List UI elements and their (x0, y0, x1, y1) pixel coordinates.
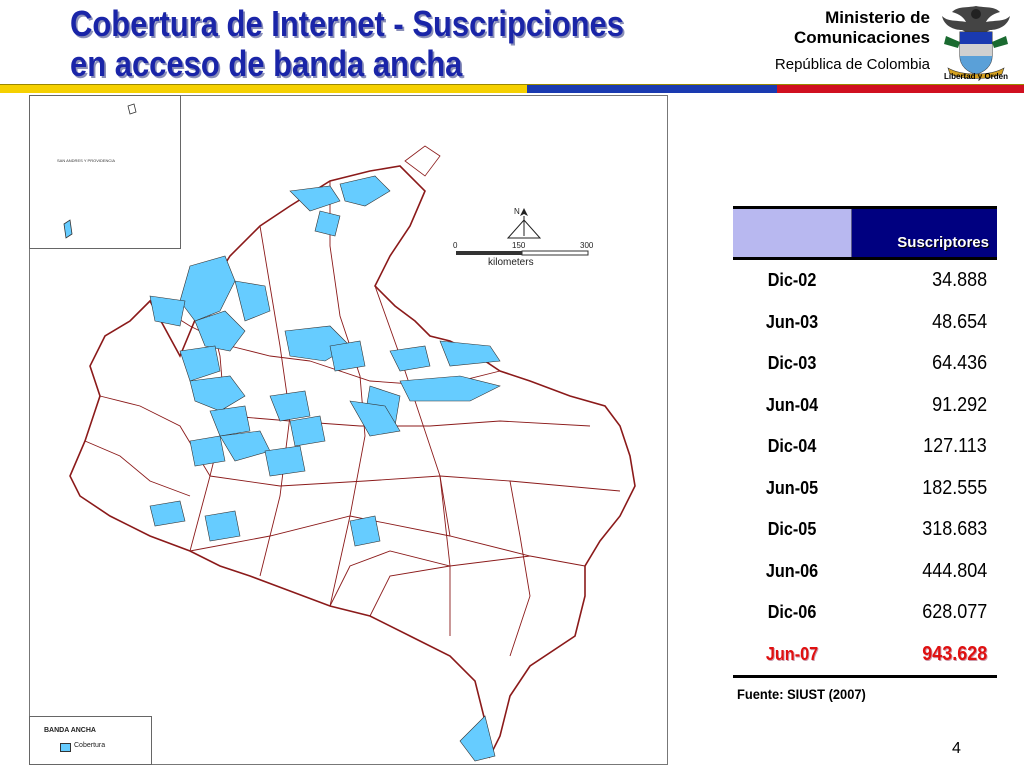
north-label: N (514, 207, 520, 216)
row-period: Jun-07 (733, 633, 852, 678)
scale-tick-0: 0 (453, 241, 458, 250)
ministry-name-line2: Comunicaciones (793, 28, 930, 47)
flag-color-bar (0, 84, 1024, 93)
table-row: Jun-05 182.555 (733, 468, 997, 510)
slide-title: Cobertura de Internet - Suscripciones en… (70, 3, 624, 84)
coverage-areas (149, 175, 501, 762)
row-value: 444.804 (921, 559, 987, 582)
row-value: 91.292 (931, 393, 987, 416)
subscribers-table-grid: Suscriptores Dic-02 34.888 Jun-03 48.654… (733, 206, 997, 678)
scale-tick-150: 150 (512, 241, 526, 250)
ministry-block: Ministerio de Comunicaciones República d… (775, 8, 930, 75)
table-row: Dic-02 34.888 (733, 259, 997, 302)
table-row: Jun-06 444.804 (733, 551, 997, 593)
row-value: 182.555 (921, 476, 987, 499)
row-period: Dic-02 (767, 270, 817, 291)
coat-of-arms-icon (942, 6, 1010, 79)
map-legend: BANDA ANCHA Cobertura (29, 716, 152, 765)
row-period: Jun-05 (766, 477, 819, 498)
legend-title: BANDA ANCHA (44, 727, 96, 734)
colombia-map-drawing (69, 145, 636, 762)
row-value: 48.654 (931, 310, 987, 333)
header-blank-cell (733, 206, 852, 260)
row-period: Dic-03 (767, 353, 817, 374)
table-row: Dic-05 318.683 (733, 509, 997, 551)
row-period: Dic-04 (767, 436, 817, 457)
legend-item: Cobertura (74, 742, 106, 749)
row-value: 628.077 (921, 601, 987, 624)
row-value: 318.683 (921, 518, 987, 541)
row-period: Jun-04 (766, 394, 819, 415)
table-header-row: Suscriptores (733, 206, 997, 260)
table-row: Jun-03 48.654 (733, 302, 997, 344)
row-period: Dic-06 (767, 602, 817, 623)
header-subscribers: Suscriptores (851, 206, 997, 260)
ministry-name-line1: Ministerio de (825, 8, 930, 27)
inset-label: SAN ANDRES Y PROVIDENCIA (57, 158, 116, 163)
page-number: 4 (952, 740, 961, 757)
seal-motto: Libertad y Orden (943, 72, 1008, 81)
san-andres-inset: SAN ANDRES Y PROVIDENCIA (29, 95, 181, 249)
legend-swatch (60, 743, 71, 752)
table-row: Dic-06 628.077 (733, 592, 997, 634)
scale-unit: kilometers (488, 257, 534, 268)
row-value: 943.628 (851, 633, 997, 678)
row-value: 34.888 (931, 269, 987, 292)
source-note: Fuente: SIUST (2007) (737, 686, 866, 702)
row-value: 127.113 (923, 435, 987, 458)
table-row-highlight: Jun-07 943.628 (733, 633, 997, 678)
row-period: Dic-05 (767, 519, 817, 540)
scale-bar (456, 208, 589, 256)
country-name: República de Colombia (774, 56, 930, 73)
row-period: Jun-06 (766, 560, 819, 581)
table-row: Jun-04 91.292 (733, 385, 997, 427)
row-period: Jun-03 (766, 311, 819, 332)
inset-islands (63, 103, 137, 239)
table-row: Dic-03 64.436 (733, 343, 997, 385)
subscribers-table: Suscriptores Dic-02 34.888 Jun-03 48.654… (733, 206, 997, 678)
row-value: 64.436 (931, 352, 987, 375)
table-row: Dic-04 127.113 (733, 426, 997, 468)
scale-tick-300: 300 (580, 241, 594, 250)
